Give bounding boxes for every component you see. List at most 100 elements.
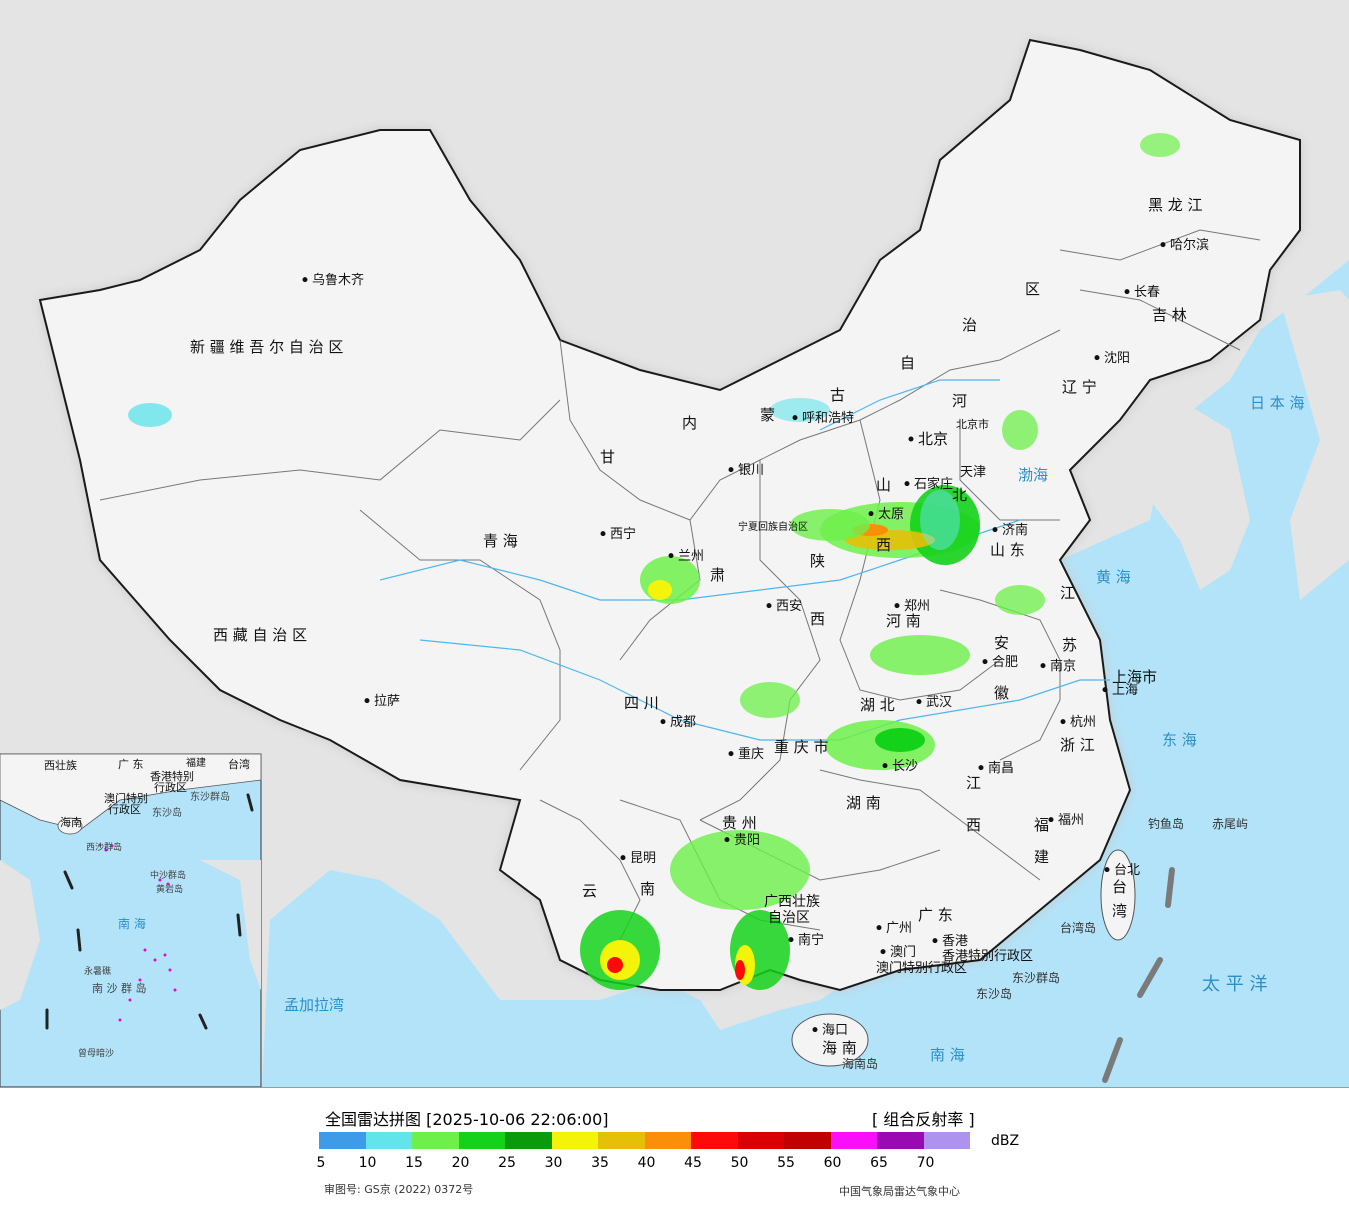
taiyuan-label: 太原 bbox=[878, 507, 904, 522]
liaoning-label: 辽 宁 bbox=[1062, 378, 1097, 396]
hebei2-label: 北 bbox=[952, 486, 967, 504]
city-dot bbox=[788, 937, 794, 943]
city-dot bbox=[904, 481, 910, 487]
color-scale-swatch bbox=[644, 1132, 691, 1149]
xining-label: 西宁 bbox=[610, 526, 636, 542]
color-scale-swatch bbox=[505, 1132, 552, 1149]
radar-echoes bbox=[128, 133, 1180, 990]
guangdong-label: 广 东 bbox=[918, 906, 953, 924]
city-dot bbox=[1160, 242, 1166, 248]
jiangsu1-label: 江 bbox=[1060, 584, 1075, 602]
chongqing-label: 重 庆 市 bbox=[774, 738, 829, 756]
city-dot bbox=[1040, 663, 1046, 669]
city-dot bbox=[724, 837, 730, 843]
nanning-label: 南宁 bbox=[798, 932, 824, 948]
color-scale-swatch bbox=[691, 1132, 738, 1149]
in_yxj-label: 永暑礁 bbox=[84, 965, 111, 977]
inset-south-china-sea bbox=[0, 753, 262, 1087]
in_dsqd-label: 东沙群岛 bbox=[190, 790, 230, 803]
lanzhou-label: 兰州 bbox=[678, 549, 704, 564]
color-scale-tick: 10 bbox=[358, 1155, 377, 1171]
legend-panel: 全国雷达拼图 [2025-10-06 22:06:00] [ 组合反射率 ] d… bbox=[0, 1087, 1349, 1209]
shanxi2-label: 西 bbox=[876, 536, 891, 554]
fuzhou-label: 福州 bbox=[1058, 813, 1084, 828]
xinjiang-label: 新 疆 维 吾 尔 自 治 区 bbox=[190, 338, 343, 356]
city-dot bbox=[894, 603, 900, 609]
hangzhou-label: 杭州 bbox=[1070, 715, 1096, 730]
legend-title: 全国雷达拼图 [2025-10-06 22:06:00] bbox=[325, 1110, 609, 1129]
nine-dash-line bbox=[1102, 867, 1175, 1083]
fujian1-label: 福 bbox=[1034, 816, 1049, 834]
lhasa-label: 拉萨 bbox=[374, 694, 400, 709]
color-scale-tick: 50 bbox=[730, 1155, 749, 1171]
kunming-label: 昆明 bbox=[630, 851, 656, 866]
city-dot bbox=[668, 553, 674, 559]
shenyang-label: 沈阳 bbox=[1104, 351, 1130, 366]
city-dot bbox=[908, 436, 914, 442]
macao-label: 澳门 bbox=[890, 944, 916, 960]
hefei-label: 合肥 bbox=[992, 655, 1018, 670]
city-dot bbox=[868, 511, 874, 517]
neimenggu5-label: 治 bbox=[962, 316, 977, 334]
color-scale-swatch bbox=[923, 1132, 970, 1149]
color-scale-swatch bbox=[365, 1132, 412, 1149]
nanjing-label: 南京 bbox=[1050, 658, 1076, 674]
hainan-label: 海 南 bbox=[822, 1039, 857, 1057]
china-land bbox=[38, 38, 1301, 992]
city-dot bbox=[978, 765, 984, 771]
hk-label: 香港特别行政区 bbox=[942, 949, 1033, 964]
mengjiala-label: 孟加拉湾 bbox=[284, 996, 344, 1014]
donghai-label: 东 海 bbox=[1162, 731, 1197, 749]
taiwan2-label: 湾 bbox=[1112, 902, 1127, 920]
gansu-label: 甘 bbox=[600, 448, 615, 466]
in_zsqd-label: 中沙群岛 bbox=[150, 869, 186, 881]
city-dot bbox=[1124, 289, 1130, 295]
in_fj-label: 福建 bbox=[186, 756, 206, 769]
city-dot bbox=[1094, 355, 1100, 361]
color-scale-tick: 15 bbox=[405, 1155, 423, 1171]
color-scale-swatch bbox=[784, 1132, 831, 1149]
city-dot bbox=[600, 531, 606, 537]
jinan-label: 济南 bbox=[1002, 522, 1028, 538]
color-scale-tick: 20 bbox=[451, 1155, 470, 1171]
in_hk2-label: 行政区 bbox=[154, 780, 187, 794]
nanhai-label: 南 海 bbox=[930, 1046, 965, 1064]
legend-product: [ 组合反射率 ] bbox=[872, 1110, 975, 1129]
guangxi2-label: 自治区 bbox=[768, 910, 810, 926]
color-scale-tick: 65 bbox=[870, 1155, 888, 1171]
color-scale-swatch bbox=[412, 1132, 459, 1149]
guangxi1-label: 广西壮族 bbox=[764, 894, 820, 910]
beijing_city-label: 北京市 bbox=[956, 417, 989, 431]
color-scale-bar bbox=[319, 1132, 970, 1149]
nanchang-label: 南昌 bbox=[988, 760, 1014, 776]
jilin-label: 吉 林 bbox=[1152, 306, 1187, 324]
city-dot bbox=[364, 698, 370, 704]
zhejiang-label: 浙 江 bbox=[1060, 736, 1095, 754]
city-dot bbox=[880, 949, 886, 955]
yunnan2-label: 南 bbox=[640, 880, 655, 898]
color-scale-swatch bbox=[319, 1132, 366, 1149]
anhui2-label: 徽 bbox=[994, 684, 1009, 702]
in_hk-label: 香港特别 bbox=[150, 769, 194, 783]
color-scale-swatch bbox=[830, 1132, 877, 1149]
chengdu-label: 成都 bbox=[670, 715, 696, 730]
map-approval-number: 审图号: GS京 (2022) 0372号 bbox=[324, 1183, 474, 1196]
city-dot bbox=[982, 659, 988, 665]
city-dot bbox=[766, 603, 772, 609]
in_gd-label: 广 东 bbox=[118, 758, 144, 771]
dongsha-label: 东沙岛 bbox=[976, 986, 1012, 1001]
city-dot bbox=[876, 925, 882, 931]
qinghai-label: 青 海 bbox=[483, 532, 518, 550]
taiwan-island bbox=[1100, 849, 1136, 941]
color-scale-tick: 55 bbox=[777, 1155, 795, 1171]
gansu2-label: 肃 bbox=[710, 566, 725, 584]
taiwan1-label: 台 bbox=[1112, 878, 1127, 896]
in_mo2-label: 行政区 bbox=[108, 802, 141, 816]
in_tw-label: 台湾 bbox=[228, 757, 250, 771]
city-dot bbox=[882, 763, 888, 769]
city-dot bbox=[1104, 867, 1110, 873]
taiwandao-label: 台湾岛 bbox=[1060, 920, 1096, 935]
fujian2-label: 建 bbox=[1034, 848, 1049, 866]
